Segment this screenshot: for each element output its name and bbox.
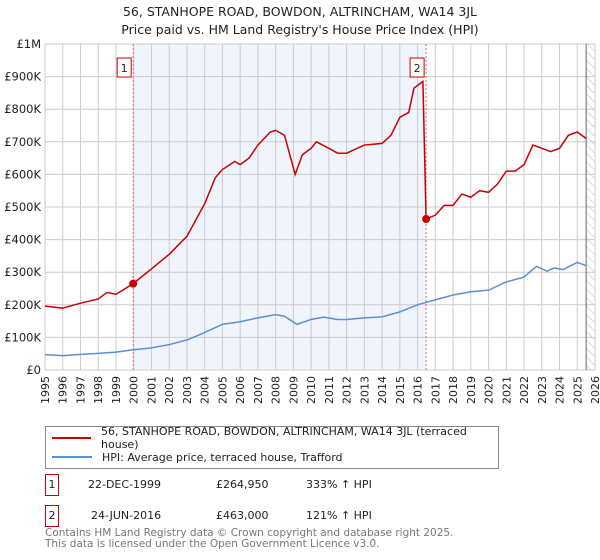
transaction-row: 2 24-JUN-2016 £463,000 121% ↑ HPI — [45, 505, 465, 527]
y-tick-label: £100K — [4, 330, 41, 344]
x-tick-label: 2022 — [518, 376, 531, 404]
x-tick-label: 1996 — [57, 376, 70, 404]
x-tick-label: 2001 — [145, 376, 158, 404]
x-tick-label: 2025 — [571, 376, 584, 404]
x-tick-label: 2023 — [536, 376, 549, 404]
x-tick-label: 1998 — [92, 376, 105, 404]
y-tick-label: £500K — [4, 200, 41, 214]
x-tick-label: 2009 — [287, 376, 300, 404]
sale-date: 24-JUN-2016 — [91, 509, 162, 522]
sale-price: £264,950 — [216, 478, 269, 491]
sale-point — [422, 215, 431, 224]
sale-label: 1 — [121, 62, 128, 75]
x-tick-label: 2004 — [199, 376, 212, 404]
x-tick-label: 2024 — [554, 376, 567, 404]
sale-label: 2 — [414, 62, 421, 75]
sale-hpi-change: 121% ↑ HPI — [306, 509, 372, 522]
chart-title: 56, STANHOPE ROAD, BOWDON, ALTRINCHAM, W… — [122, 4, 478, 19]
legend-label: HPI: Average price, terraced house, Traf… — [102, 450, 343, 464]
x-tick-label: 2019 — [465, 376, 478, 404]
x-tick-label: 2013 — [358, 376, 371, 404]
legend: 56, STANHOPE ROAD, BOWDON, ALTRINCHAM, W… — [45, 425, 499, 469]
sale-label-box — [409, 57, 425, 78]
sale-badge: 1 — [45, 474, 59, 496]
legend-label: 56, STANHOPE ROAD, BOWDON, ALTRINCHAM, W… — [101, 425, 467, 451]
legend-item-hpi: HPI: Average price, terraced house, Traf… — [52, 449, 343, 465]
property-series-line — [44, 80, 587, 309]
hpi-series-line — [44, 261, 587, 357]
x-tick-label: 2014 — [376, 376, 389, 404]
sale-hpi-change: 333% ↑ HPI — [306, 478, 372, 491]
footer-licence: This data is licensed under the Open Gov… — [45, 538, 380, 550]
y-tick-label: £0 — [26, 363, 41, 377]
x-tick-label: 2000 — [128, 376, 141, 404]
x-tick-label: 2026 — [589, 376, 600, 404]
y-tick-label: £1M — [16, 37, 41, 51]
x-tick-label: 1995 — [39, 376, 52, 404]
x-tick-label: 2010 — [305, 376, 318, 404]
footer: Contains HM Land Registry data © Crown c… — [45, 528, 453, 550]
sale-price: £463,000 — [216, 509, 269, 522]
sale-badge: 2 — [45, 505, 59, 527]
x-tick-label: 2003 — [181, 376, 194, 404]
y-tick-label: £200K — [4, 298, 41, 312]
x-tick-label: 2020 — [483, 376, 496, 404]
legend-swatch-blue — [52, 456, 92, 458]
x-tick-label: 2005 — [216, 376, 229, 404]
y-tick-label: £400K — [4, 233, 41, 247]
y-tick-label: £300K — [4, 265, 41, 279]
x-tick-label: 2002 — [163, 376, 176, 404]
sale-point — [129, 279, 138, 288]
y-tick-label: £800K — [4, 102, 41, 116]
x-tick-label: 2016 — [412, 376, 425, 404]
x-tick-label: 2015 — [394, 376, 407, 404]
legend-swatch-red — [52, 437, 92, 439]
x-tick-label: 2006 — [234, 376, 247, 404]
x-tick-label: 2018 — [447, 376, 460, 404]
legend-item-property: 56, STANHOPE ROAD, BOWDON, ALTRINCHAM, W… — [52, 425, 498, 451]
y-tick-label: £900K — [4, 70, 41, 84]
footer-copyright: Contains HM Land Registry data © Crown c… — [45, 527, 454, 539]
chart-subtitle: Price paid vs. HM Land Registry's House … — [121, 22, 479, 37]
x-tick-label: 2021 — [500, 376, 513, 404]
x-tick-label: 2011 — [323, 376, 336, 404]
x-tick-label: 2012 — [341, 376, 354, 404]
transaction-row: 1 22-DEC-1999 £264,950 333% ↑ HPI — [45, 474, 465, 496]
y-tick-label: £600K — [4, 167, 41, 181]
sale-date: 22-DEC-1999 — [88, 478, 162, 491]
price-chart: 1995 1996 1997 1998 1999 2000 2001 2002 2003 2004… — [4, 37, 600, 404]
x-tick-label: 2008 — [270, 376, 283, 404]
y-tick-label: £700K — [4, 135, 41, 149]
x-tick-label: 1997 — [74, 376, 87, 404]
sale-label-box — [116, 57, 132, 78]
x-tick-label: 1999 — [110, 376, 123, 404]
x-tick-label: 2007 — [252, 376, 265, 404]
x-tick-label: 2017 — [429, 376, 442, 404]
